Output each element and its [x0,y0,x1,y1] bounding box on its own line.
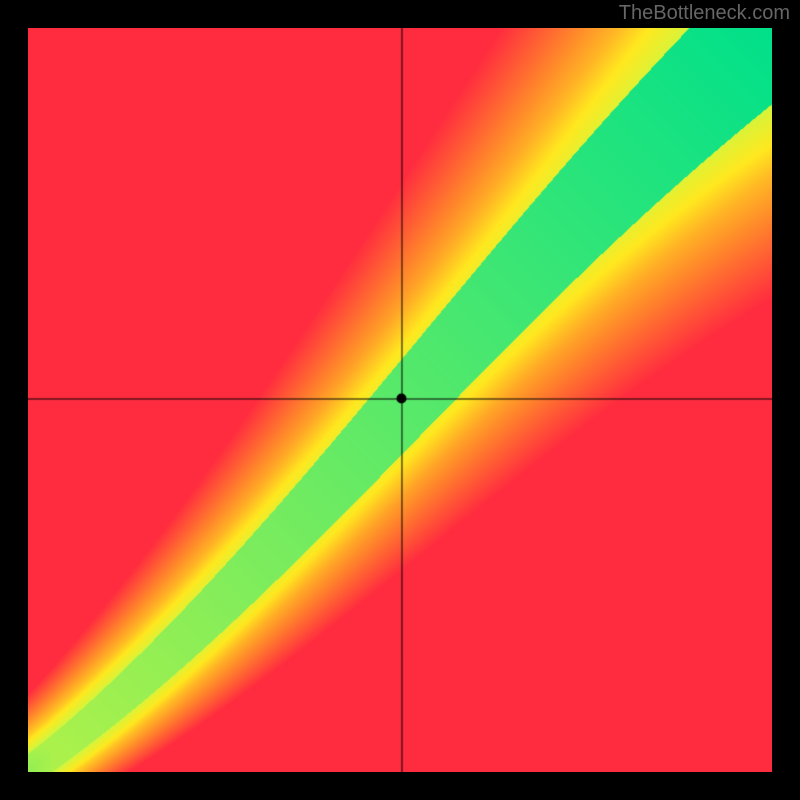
watermark-text: TheBottleneck.com [619,2,790,25]
chart-container: TheBottleneck.com [0,0,800,800]
bottleneck-heatmap [28,28,772,772]
